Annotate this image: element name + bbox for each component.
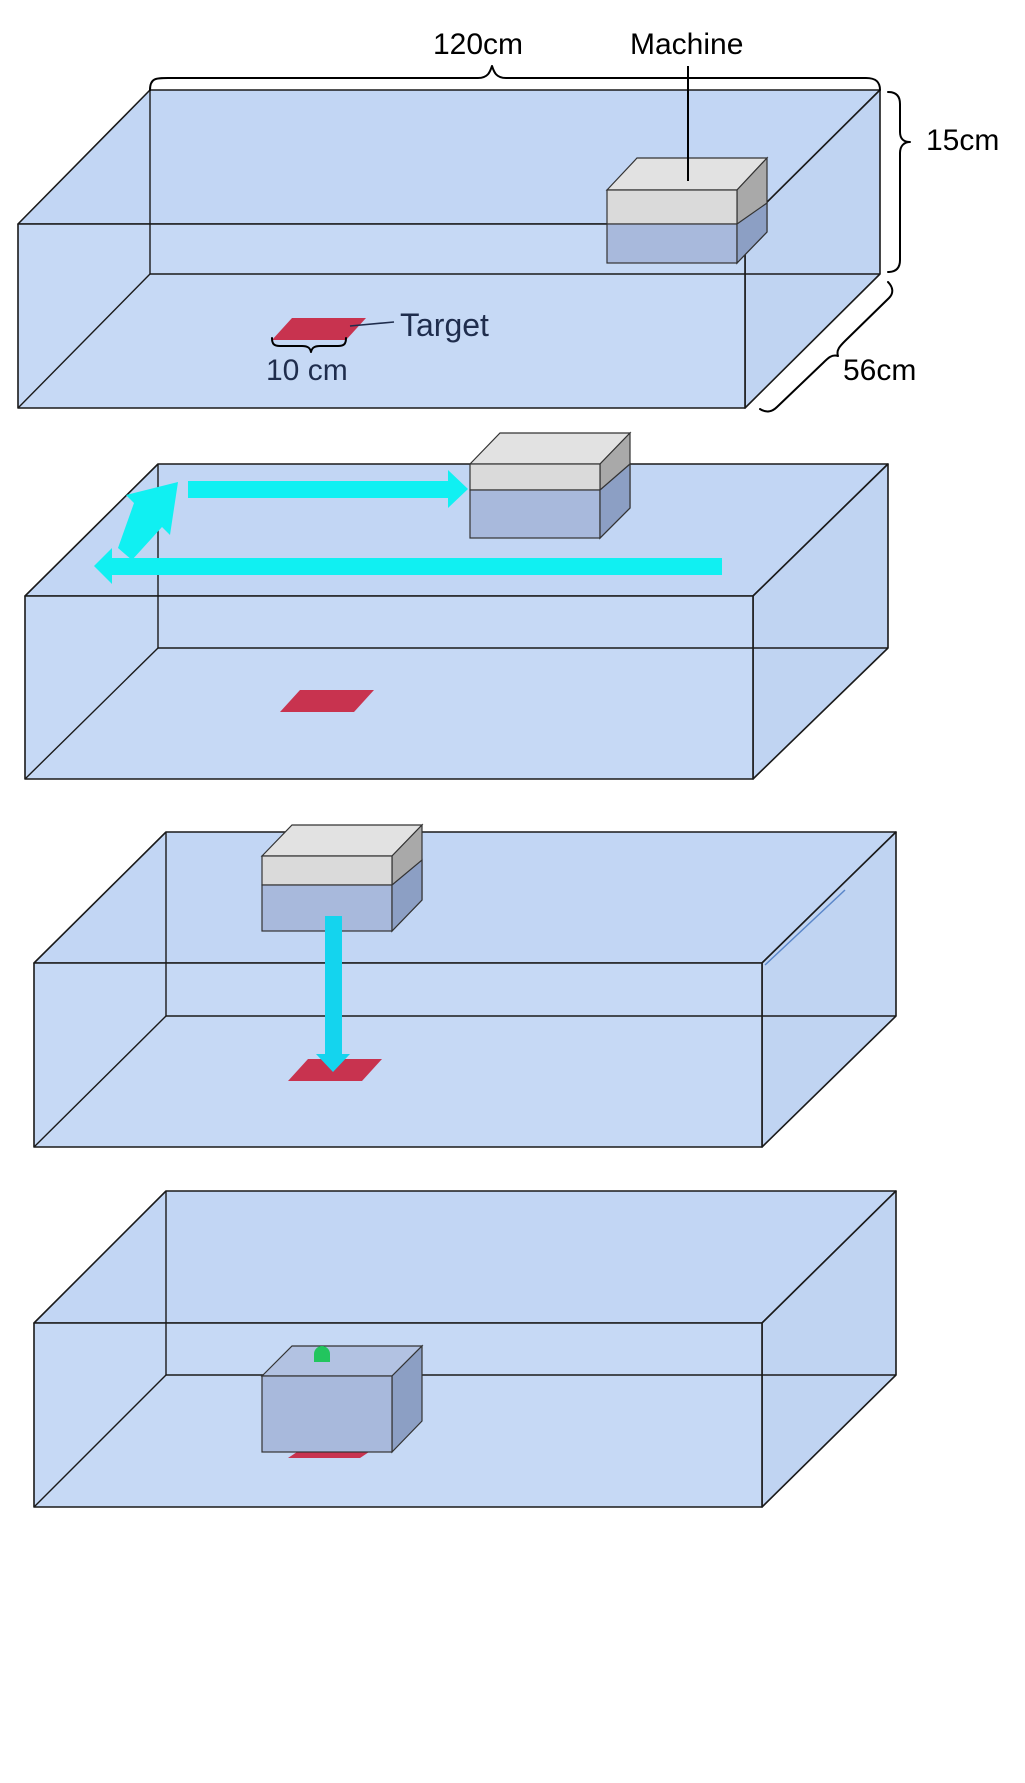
machine [605, 156, 769, 265]
panel-3 [33, 823, 897, 1148]
machine [260, 823, 424, 933]
arrow-down [316, 916, 350, 1072]
tank-top-face [33, 831, 897, 964]
machine-front [261, 1375, 393, 1453]
length-brace [149, 65, 881, 91]
panel-1: 120cm Machine 15cm 56cm Target 10 cm [17, 28, 999, 413]
status-light-icon [314, 1346, 330, 1362]
machine-front-above-water [469, 463, 601, 491]
machine-side-submerged [391, 858, 423, 933]
tank-front-face [17, 223, 746, 409]
machine-label: Machine [630, 28, 743, 61]
arrow-left [94, 548, 722, 584]
tank-top-face [33, 1190, 897, 1324]
target-leader-line [349, 321, 395, 327]
depth-brace [759, 281, 894, 413]
target-size-brace [271, 337, 347, 353]
height-label: 15cm [926, 124, 999, 157]
panel-2 [24, 431, 889, 780]
panel-4 [33, 1190, 897, 1508]
tank-front-face [33, 962, 763, 1148]
machine-front-above-water [261, 855, 393, 886]
machine-front-submerged [469, 489, 601, 539]
machine-front-above-water [606, 189, 738, 225]
tank-floor-left-edge [33, 1015, 167, 1148]
target-pad [288, 1059, 382, 1081]
height-brace [887, 91, 911, 273]
machine [468, 431, 632, 540]
target-label: Target [400, 307, 489, 343]
tank-floor-left-edge [17, 273, 151, 409]
machine-front-submerged [606, 223, 738, 264]
machine [260, 1344, 424, 1454]
tank-floor-left-edge [33, 1374, 167, 1508]
surface-glint [764, 889, 846, 966]
search-path-arrows [94, 470, 722, 584]
target-size-label: 10 cm [266, 354, 348, 387]
arrow-diagonal [118, 482, 178, 560]
target-pad [272, 318, 366, 340]
arrow-right [188, 470, 468, 508]
machine-side-submerged [599, 462, 631, 540]
depth-label: 56cm [843, 354, 916, 387]
tank-floor-left-edge [24, 647, 159, 780]
length-label: 120cm [433, 28, 523, 61]
tank-front-face [24, 595, 754, 780]
machine-side-submerged [736, 201, 768, 265]
target-pad [280, 690, 374, 712]
